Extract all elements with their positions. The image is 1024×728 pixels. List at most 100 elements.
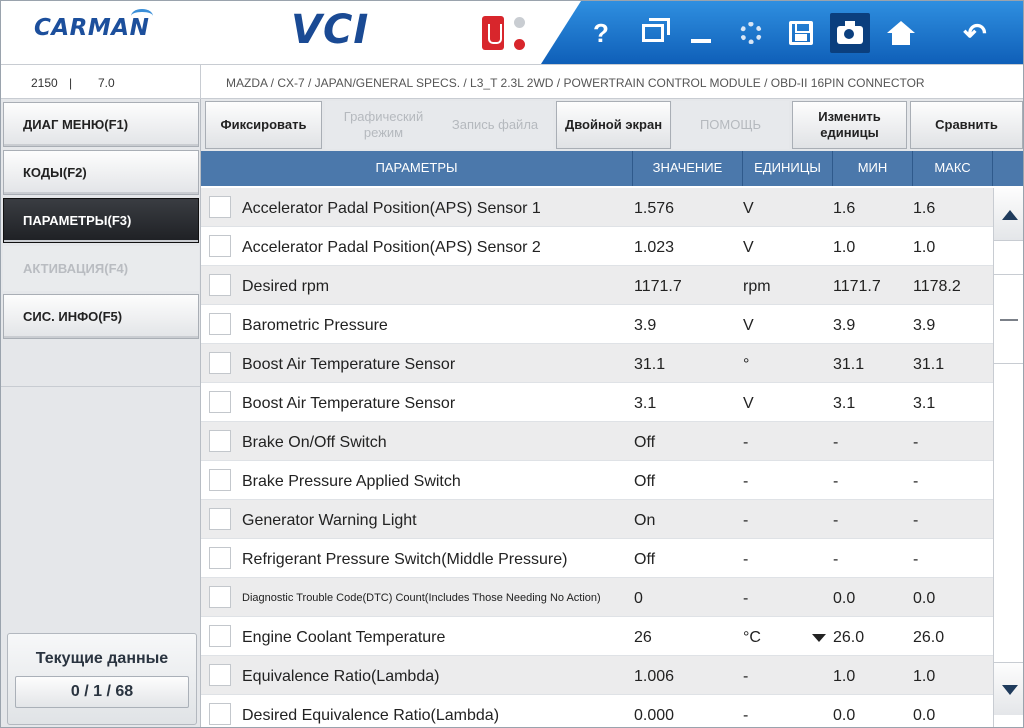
info-separator: |	[69, 76, 73, 90]
change-units-button[interactable]: Изменить единицы	[792, 101, 907, 149]
param-unit: -	[743, 668, 749, 685]
panel-counter: 0 / 1 / 68	[15, 676, 189, 708]
back-button[interactable]: ↶	[955, 13, 995, 53]
param-min: 1.0	[833, 668, 856, 685]
param-value: 3.1	[634, 395, 657, 412]
help-button[interactable]: ?	[581, 13, 621, 53]
param-max: 0.0	[913, 590, 936, 607]
row-checkbox[interactable]	[209, 196, 231, 218]
settings-button[interactable]	[731, 13, 771, 53]
param-name: Diagnostic Trouble Code(DTC) Count(Inclu…	[242, 592, 601, 604]
breadcrumb: MAZDA / CX-7 / JAPAN/GENERAL SPECS. / L3…	[226, 76, 925, 90]
table-row[interactable]: Equivalence Ratio(Lambda) 1.006 - 1.0 1.0	[201, 656, 993, 695]
scroll-thumb[interactable]	[994, 274, 1023, 364]
param-name: Refrigerant Pressure Switch(Middle Press…	[242, 551, 568, 568]
unit-dropdown-icon[interactable]	[812, 634, 826, 642]
scroll-up-button[interactable]	[994, 188, 1023, 241]
sidebar-item-codes[interactable]: КОДЫ(F2)	[3, 150, 199, 195]
row-checkbox[interactable]	[209, 313, 231, 335]
row-checkbox[interactable]	[209, 703, 231, 725]
column-header-min[interactable]: МИН	[833, 151, 913, 186]
row-checkbox[interactable]	[209, 430, 231, 452]
param-name: Accelerator Padal Position(APS) Sensor 1	[242, 200, 541, 217]
table-row[interactable]: Desired Equivalence Ratio(Lambda) 0.000 - 0…	[201, 695, 993, 727]
row-checkbox[interactable]	[209, 625, 231, 647]
param-unit: -	[743, 434, 749, 451]
table-scrollbar[interactable]	[993, 188, 1023, 727]
param-value: 31.1	[634, 356, 666, 373]
sidebar-item-label: АКТИВАЦИЯ(F4)	[23, 261, 129, 276]
param-unit: °C	[743, 629, 761, 646]
row-checkbox[interactable]	[209, 547, 231, 569]
param-value: 1.006	[634, 668, 675, 685]
column-header-value[interactable]: ЗНАЧЕНИЕ	[633, 151, 743, 186]
param-name: Equivalence Ratio(Lambda)	[242, 668, 440, 685]
param-name: Desired rpm	[242, 278, 330, 295]
help-function-button: ПОМОЩЬ	[672, 101, 789, 149]
row-checkbox[interactable]	[209, 664, 231, 686]
table-row[interactable]: Diagnostic Trouble Code(DTC) Count(Inclu…	[201, 578, 993, 617]
column-header-parameters[interactable]: ПАРАМЕТРЫ	[201, 151, 633, 186]
table-row[interactable]: Brake On/Off Switch Off - - -	[201, 422, 993, 461]
param-unit: rpm	[743, 278, 771, 295]
row-checkbox[interactable]	[209, 235, 231, 257]
function-bar: Фиксировать Графический режим Запись фай…	[201, 99, 1023, 151]
param-value: Off	[634, 473, 656, 490]
param-value: 26	[634, 629, 652, 646]
window-button[interactable]	[633, 13, 673, 53]
param-name: Desired Equivalence Ratio(Lambda)	[242, 707, 500, 724]
status-led-gray-icon	[514, 17, 525, 28]
table-row[interactable]: Refrigerant Pressure Switch(Middle Press…	[201, 539, 993, 578]
save-button[interactable]	[781, 13, 821, 53]
table-row[interactable]: Engine Coolant Temperature 26 °C 26.0 26.0	[201, 617, 993, 656]
row-checkbox[interactable]	[209, 586, 231, 608]
param-name: Boost Air Temperature Sensor	[242, 356, 456, 373]
column-header-units[interactable]: ЕДИНИЦЫ	[743, 151, 833, 186]
table-row[interactable]: Generator Warning Light On - - -	[201, 500, 993, 539]
param-unit: V	[743, 317, 754, 334]
sidebar: ДИАГ МЕНЮ(F1) КОДЫ(F2) ПАРАМЕТРЫ(F3) АКТ…	[1, 99, 201, 727]
table-row[interactable]: Desired rpm 1171.7 rpm 1171.7 1178.2	[201, 266, 993, 305]
param-min: -	[833, 551, 839, 568]
screenshot-button[interactable]	[830, 13, 870, 53]
param-unit: -	[743, 473, 749, 490]
column-header-max[interactable]: МАКС	[913, 151, 993, 186]
table-row[interactable]: Accelerator Padal Position(APS) Sensor 2…	[201, 227, 993, 266]
home-button[interactable]	[881, 13, 921, 53]
logo-wave-icon	[131, 9, 153, 23]
row-checkbox[interactable]	[209, 508, 231, 530]
table-row[interactable]: Boost Air Temperature Sensor 31.1 ° 31.1 31.…	[201, 344, 993, 383]
status-led-red-icon	[514, 39, 525, 50]
param-max: 31.1	[913, 356, 945, 373]
row-checkbox[interactable]	[209, 274, 231, 296]
sidebar-item-parameters[interactable]: ПАРАМЕТРЫ(F3)	[3, 198, 199, 243]
usb-icon	[482, 16, 504, 50]
param-value: On	[634, 512, 656, 529]
param-min: 1.6	[833, 200, 856, 217]
table-row[interactable]: Brake Pressure Applied Switch Off - - -	[201, 461, 993, 500]
param-unit: V	[743, 395, 754, 412]
param-max: 3.9	[913, 317, 936, 334]
row-checkbox[interactable]	[209, 391, 231, 413]
param-max: 1178.2	[913, 278, 961, 295]
row-checkbox[interactable]	[209, 469, 231, 491]
table-row[interactable]: Accelerator Padal Position(APS) Sensor 1…	[201, 188, 993, 227]
sidebar-item-sys-info[interactable]: СИС. ИНФО(F5)	[3, 294, 199, 339]
dual-screen-button[interactable]: Двойной экран	[556, 101, 671, 149]
sidebar-item-diag-menu[interactable]: ДИАГ МЕНЮ(F1)	[3, 102, 199, 147]
compare-button[interactable]: Сравнить	[910, 101, 1023, 149]
record-file-button: Запись файла	[437, 101, 553, 149]
row-checkbox[interactable]	[209, 352, 231, 374]
param-min: 26.0	[833, 629, 865, 646]
minimize-button[interactable]	[681, 13, 721, 53]
table-row[interactable]: Barometric Pressure 3.9 V 3.9 3.9	[201, 305, 993, 344]
table-row[interactable]: Boost Air Temperature Sensor 3.1 V 3.1 3.1	[201, 383, 993, 422]
minimize-icon	[691, 39, 711, 43]
sidebar-item-activation: АКТИВАЦИЯ(F4)	[3, 246, 199, 291]
param-min: 3.1	[833, 395, 856, 412]
param-value: Off	[634, 434, 656, 451]
param-min: 1171.7	[833, 278, 881, 295]
fix-button[interactable]: Фиксировать	[205, 101, 322, 149]
scroll-down-button[interactable]	[994, 662, 1023, 715]
